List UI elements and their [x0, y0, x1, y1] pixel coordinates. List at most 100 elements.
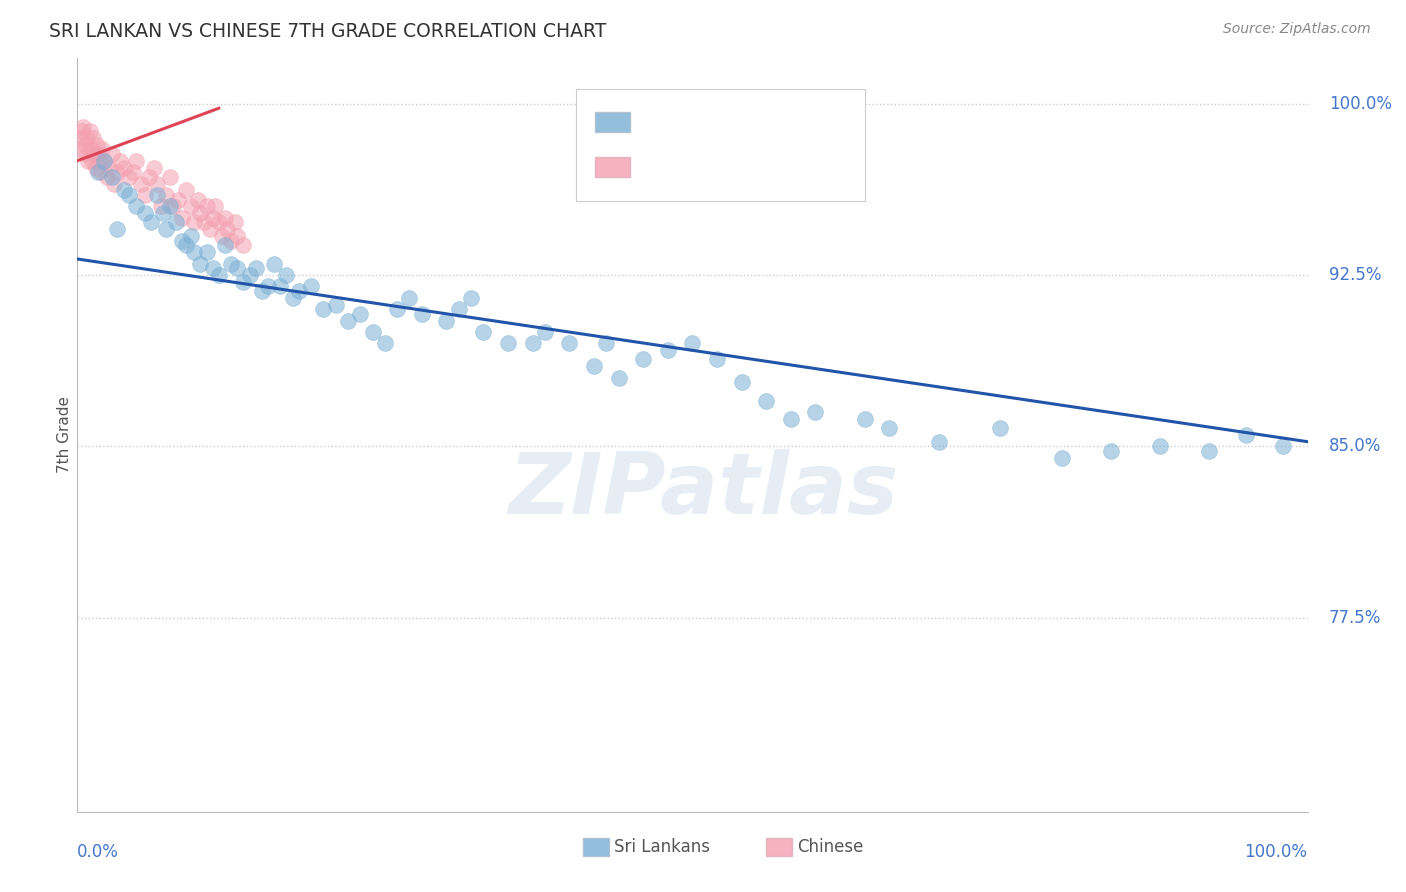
Point — [80, 142, 103, 156]
Point — [101, 147, 124, 161]
Point — [201, 261, 224, 276]
Point — [534, 325, 557, 339]
Point — [1198, 443, 1220, 458]
Point — [150, 199, 173, 213]
Text: 77.5%: 77.5% — [1329, 608, 1381, 626]
Point — [70, 131, 93, 145]
Point — [167, 193, 190, 207]
Point — [121, 165, 143, 179]
Point — [87, 147, 110, 161]
Point — [263, 256, 285, 270]
Point — [447, 302, 470, 317]
Text: 59: 59 — [789, 158, 811, 176]
Text: R =: R = — [637, 113, 676, 131]
Point — [250, 284, 273, 298]
Point — [93, 153, 115, 168]
Point — [460, 291, 482, 305]
Point — [312, 302, 335, 317]
Y-axis label: 7th Grade: 7th Grade — [56, 396, 72, 474]
Point — [217, 222, 239, 236]
Point — [141, 215, 163, 229]
Point — [159, 169, 181, 184]
Text: Sri Lankans: Sri Lankans — [614, 838, 710, 856]
Point — [281, 291, 304, 305]
Point — [374, 336, 396, 351]
Point — [146, 188, 169, 202]
Point — [288, 284, 311, 298]
Point — [84, 161, 107, 175]
Point — [398, 291, 420, 305]
Point — [77, 153, 100, 168]
Point — [183, 245, 205, 260]
Point — [105, 222, 128, 236]
Point — [211, 229, 233, 244]
Point — [195, 245, 218, 260]
Point — [170, 211, 193, 225]
Point — [1272, 439, 1295, 453]
Point — [155, 188, 177, 202]
Text: N =: N = — [749, 158, 789, 176]
Point — [69, 142, 91, 156]
Point — [193, 215, 215, 229]
Point — [188, 256, 212, 270]
Point — [411, 307, 433, 321]
Point — [682, 336, 704, 351]
Point — [165, 215, 187, 229]
Point — [988, 421, 1011, 435]
Point — [269, 279, 291, 293]
Point — [214, 238, 236, 252]
Point — [195, 199, 218, 213]
Point — [226, 229, 249, 244]
Point — [70, 124, 93, 138]
Point — [804, 405, 827, 419]
Point — [755, 393, 778, 408]
Point — [83, 147, 105, 161]
Point — [76, 131, 98, 145]
Point — [159, 199, 181, 213]
Point — [183, 215, 205, 229]
Point — [90, 165, 112, 179]
Point — [583, 359, 606, 374]
Point — [245, 261, 267, 276]
Point — [226, 261, 249, 276]
Point — [349, 307, 371, 321]
Point — [138, 169, 160, 184]
Point — [337, 313, 360, 327]
Point — [780, 412, 803, 426]
Point — [232, 275, 254, 289]
Point — [98, 161, 121, 175]
Point — [86, 137, 108, 152]
Point — [853, 412, 876, 426]
Point — [472, 325, 495, 339]
Point — [162, 199, 184, 213]
Point — [731, 376, 754, 390]
Point — [219, 256, 242, 270]
Point — [200, 222, 222, 236]
Point — [522, 336, 544, 351]
Point — [201, 211, 224, 225]
Point — [657, 343, 679, 358]
Point — [73, 137, 96, 152]
Text: SRI LANKAN VS CHINESE 7TH GRADE CORRELATION CHART: SRI LANKAN VS CHINESE 7TH GRADE CORRELAT… — [49, 22, 606, 41]
Text: 100.0%: 100.0% — [1244, 843, 1308, 861]
Point — [170, 234, 193, 248]
Point — [118, 188, 141, 202]
Point — [180, 229, 202, 244]
Text: R =: R = — [637, 158, 676, 176]
Point — [595, 336, 617, 351]
Point — [93, 153, 115, 168]
Text: Chinese: Chinese — [797, 838, 863, 856]
Point — [174, 238, 197, 252]
Point — [928, 434, 950, 449]
Point — [299, 279, 322, 293]
Point — [174, 184, 197, 198]
Point — [1099, 443, 1122, 458]
Point — [146, 177, 169, 191]
Point — [633, 352, 655, 367]
Point — [82, 153, 104, 168]
Text: Source: ZipAtlas.com: Source: ZipAtlas.com — [1223, 22, 1371, 37]
Text: ZIPatlas: ZIPatlas — [508, 449, 898, 533]
Point — [110, 153, 132, 168]
Point — [134, 206, 156, 220]
Point — [558, 336, 581, 351]
